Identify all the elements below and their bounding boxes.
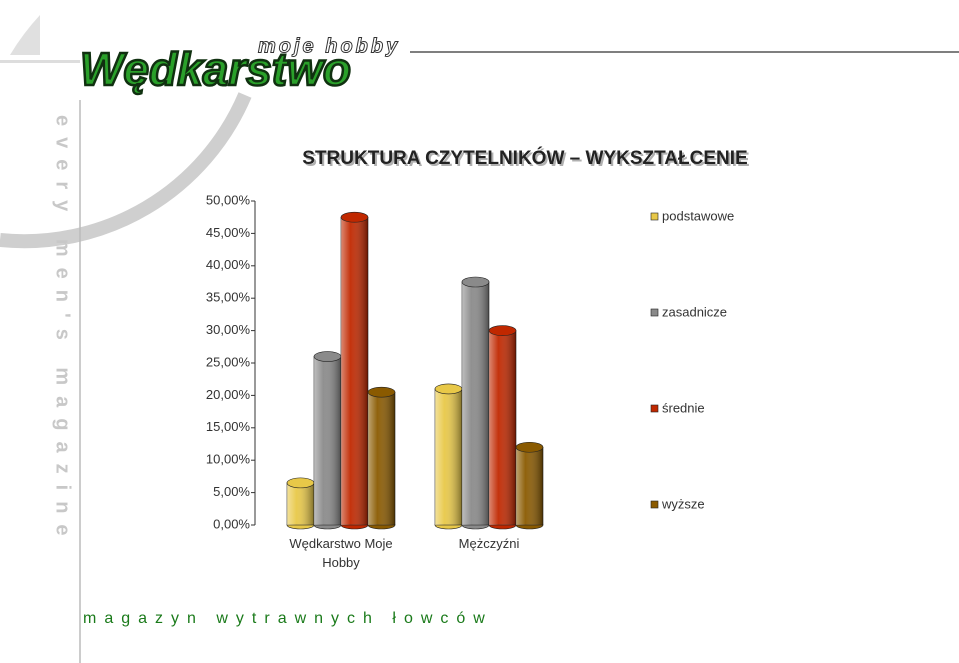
footer: magazyn wytrawnych łowców [83, 610, 493, 627]
cylinder-shade [489, 330, 516, 525]
cylinder-shade [314, 356, 341, 525]
y-tick-label: 50,00% [206, 192, 251, 207]
decoration [10, 15, 40, 55]
cylinder-top [461, 276, 490, 288]
decoration [0, 60, 80, 63]
cylinder-shade [341, 217, 368, 525]
legend-label: zasadnicze [662, 304, 727, 319]
cylinder [286, 477, 315, 530]
logo-title: Wędkarstwo [80, 43, 351, 95]
cylinder [340, 211, 369, 530]
legend-swatch [650, 404, 659, 413]
cylinder-top [313, 351, 342, 362]
x-tick-label: Wędkarstwo Moje Hobby [289, 536, 393, 570]
side-text: every men's magazine [52, 115, 74, 547]
x-tick-label: Mężczyźni [458, 536, 520, 551]
y-tick-label: 30,00% [206, 322, 251, 337]
y-tick-label: 10,00% [206, 452, 251, 467]
cylinder [515, 441, 544, 530]
cylinder-top [515, 441, 544, 453]
y-tick-label: 25,00% [206, 354, 251, 369]
cylinder-shade [287, 482, 314, 525]
cylinder-top [286, 477, 315, 489]
cylinder-top [434, 383, 463, 395]
y-tick-label: 5,00% [213, 484, 250, 499]
legend-label: wyższe [661, 496, 705, 511]
legend-label: średnie [662, 400, 705, 415]
y-tick-label: 35,00% [206, 290, 251, 305]
cylinder-shade [368, 392, 395, 525]
cylinder-shade [462, 282, 489, 525]
y-tick-label: 15,00% [206, 419, 251, 434]
y-tick-label: 0,00% [213, 516, 250, 531]
y-tick-label: 20,00% [206, 387, 251, 402]
cylinder-top [340, 211, 369, 223]
cylinder-top [367, 386, 396, 398]
title-shadow: STRUKTURA CZYTELNIKÓW – WYKSZTAŁCENIE [304, 149, 749, 171]
cylinder [461, 276, 490, 530]
y-tick-label: 45,00% [206, 225, 251, 240]
cylinder [488, 325, 517, 530]
legend-swatch [650, 212, 659, 221]
y-tick-label: 40,00% [206, 257, 251, 272]
chart-title: STRUKTURA CZYTELNIKÓW – WYKSZTAŁCENIE [302, 147, 747, 169]
legend-swatch [650, 500, 659, 509]
decoration-arc [0, 92, 252, 249]
cylinder [313, 351, 342, 530]
legend-swatch [650, 308, 659, 317]
cylinder-shade [435, 388, 462, 525]
cylinder-shade [516, 447, 543, 525]
cylinder [434, 383, 463, 530]
logo-subtitle: moje hobby [258, 35, 400, 57]
cylinder-top [488, 325, 517, 336]
legend-label: podstawowe [662, 208, 734, 223]
cylinder [367, 386, 396, 530]
